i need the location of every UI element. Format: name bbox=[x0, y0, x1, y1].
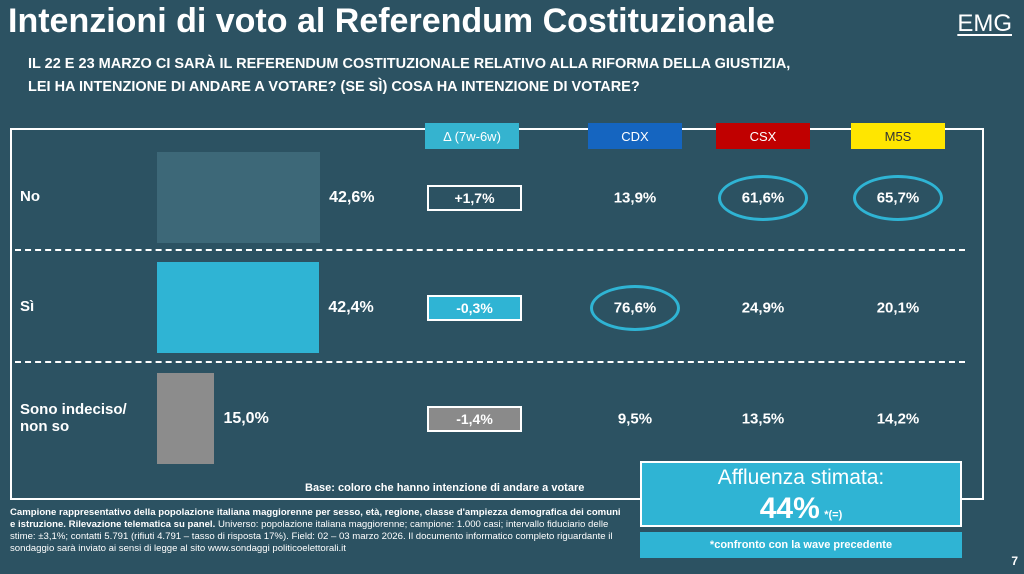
delta-box: -1,4% bbox=[427, 405, 522, 432]
cell-value: 24,9% bbox=[741, 299, 785, 316]
cell-value: 61,6% bbox=[741, 189, 785, 206]
cell-value: 20,1% bbox=[876, 299, 920, 316]
question-line: IL 22 E 23 MARZO CI SARÀ IL REFERENDUM C… bbox=[28, 56, 791, 72]
bar bbox=[157, 262, 320, 353]
page-number: 7 bbox=[1011, 554, 1018, 568]
category-label: Sì bbox=[20, 297, 35, 315]
turnout-value: 44% bbox=[759, 492, 820, 525]
separator bbox=[15, 249, 965, 251]
delta-box: -0,3% bbox=[427, 294, 522, 321]
highlight-ring bbox=[853, 174, 943, 221]
column-header: CDX bbox=[588, 123, 682, 149]
column-header: M5S bbox=[851, 123, 945, 149]
title: Intenzioni di voto al Referendum Costitu… bbox=[8, 2, 775, 40]
bar bbox=[157, 152, 321, 243]
turnout-note: *confronto con la wave precedente bbox=[640, 532, 962, 558]
footnote-bold: Campione rappresentativo della popolazio… bbox=[10, 507, 621, 530]
value-label: 15,0% bbox=[223, 409, 269, 427]
turnout-title: Affluenza stimata: bbox=[717, 466, 885, 489]
cell-value: 13,9% bbox=[613, 189, 657, 206]
bar bbox=[157, 373, 215, 464]
logo: EMG bbox=[957, 10, 1012, 37]
question-line: LEI HA INTENZIONE DI ANDARE A VOTARE? (S… bbox=[28, 79, 640, 95]
turnout-box: Affluenza stimata: 44% *(=) bbox=[640, 461, 962, 527]
category-label: No bbox=[20, 187, 40, 205]
column-header: Δ (7w-6w) bbox=[425, 123, 519, 149]
highlight-ring bbox=[590, 284, 680, 331]
separator bbox=[15, 361, 965, 363]
footnote: Campione rappresentativo della popolazio… bbox=[10, 507, 622, 555]
cell-value: 13,5% bbox=[741, 410, 785, 427]
delta-box: +1,7% bbox=[427, 184, 522, 211]
turnout-change: *(=) bbox=[824, 509, 843, 521]
value-label: 42,4% bbox=[328, 298, 374, 316]
base-note: Base: coloro che hanno intenzione di and… bbox=[305, 482, 585, 494]
cell-value: 65,7% bbox=[876, 189, 920, 206]
category-label: Sono indeciso/ non so bbox=[20, 400, 127, 435]
highlight-ring bbox=[718, 174, 808, 221]
footnote-text: Universo: popolazione italiana maggioren… bbox=[10, 519, 613, 554]
value-label: 42,6% bbox=[329, 188, 375, 206]
cell-value: 14,2% bbox=[876, 410, 920, 427]
column-header: CSX bbox=[716, 123, 810, 149]
cell-value: 9,5% bbox=[617, 410, 653, 427]
cell-value: 76,6% bbox=[613, 299, 657, 316]
